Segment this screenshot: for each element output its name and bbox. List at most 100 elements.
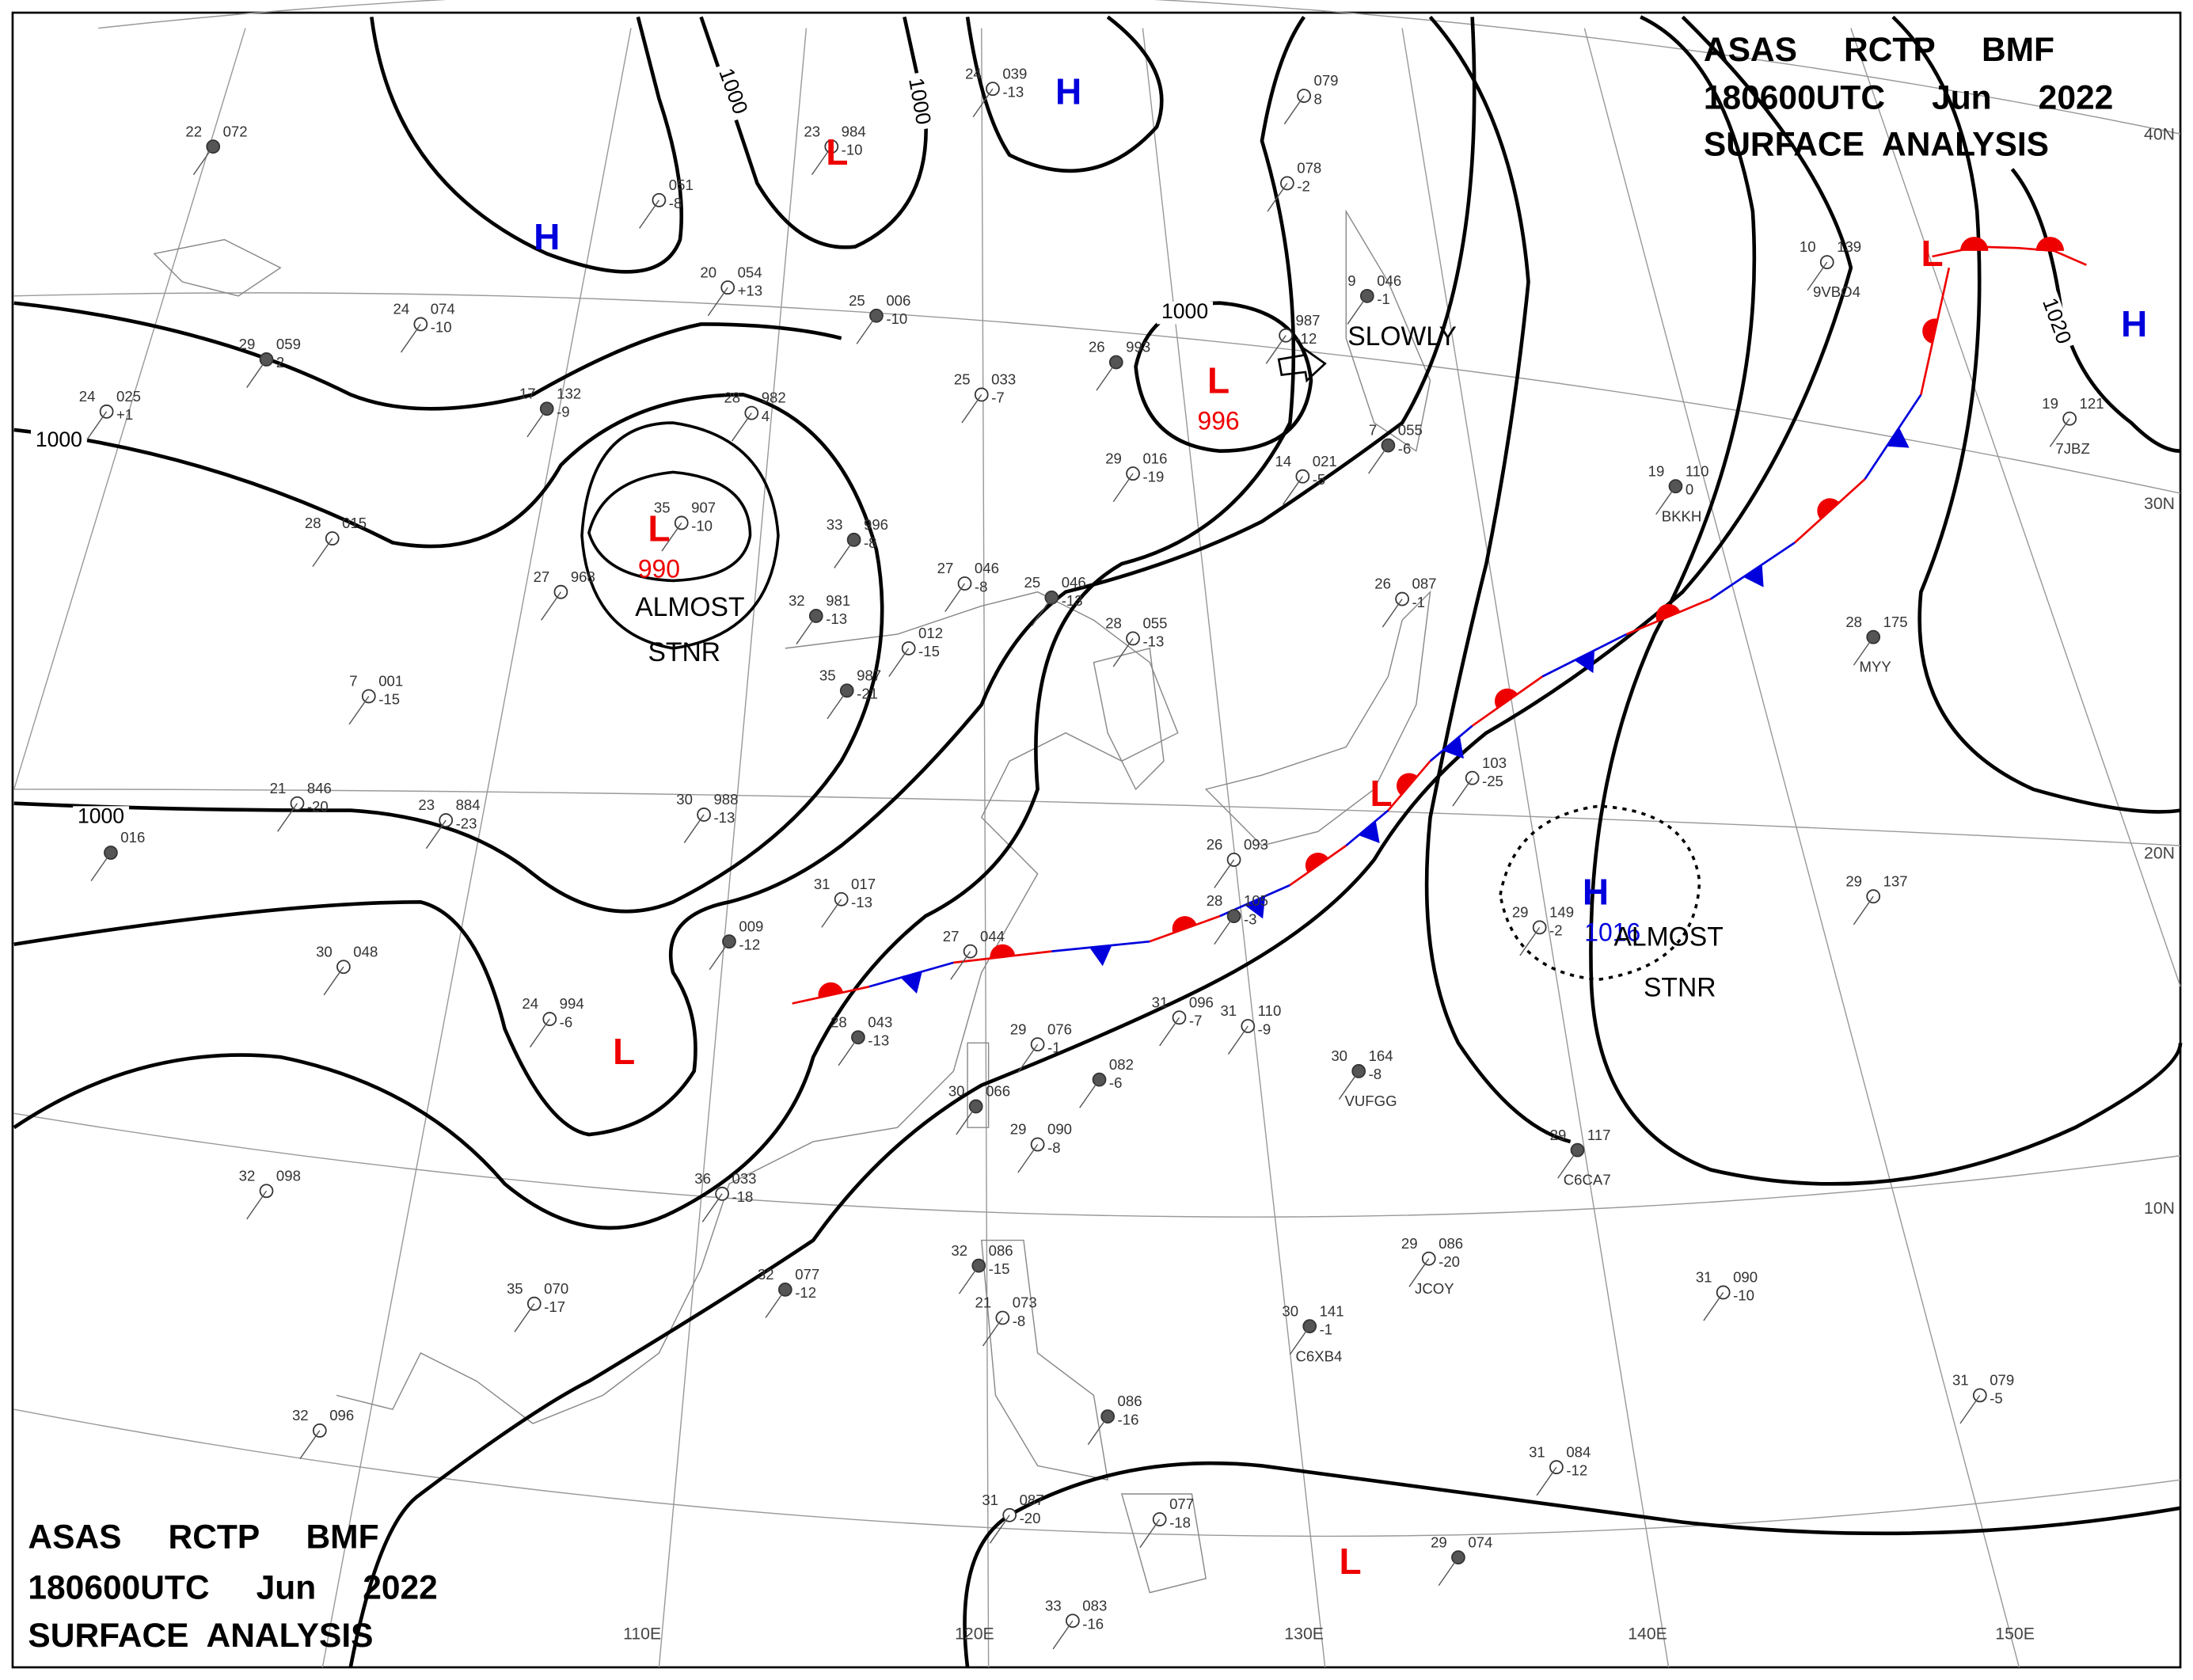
station-tendency: 4 bbox=[762, 408, 770, 424]
station-pressure: 087 bbox=[1412, 576, 1436, 592]
frame bbox=[11, 11, 2182, 1669]
station-pressure: 968 bbox=[571, 568, 595, 585]
isobar-label: 1000 bbox=[78, 804, 124, 828]
station-pressure: 137 bbox=[1883, 872, 1908, 889]
station-tendency: -10 bbox=[1733, 1287, 1754, 1304]
station-pressure: 001 bbox=[378, 673, 403, 690]
station-pressure: 025 bbox=[116, 388, 141, 405]
wind-barb bbox=[1853, 895, 1874, 926]
station-tendency: -20 bbox=[1020, 1510, 1041, 1526]
wind-barb bbox=[856, 315, 877, 344]
station-temperature: 28 bbox=[1207, 892, 1223, 909]
station-temperature: 19 bbox=[1648, 462, 1665, 479]
station-pressure: 015 bbox=[342, 515, 367, 531]
wind-barb bbox=[541, 591, 562, 621]
station-tendency: -7 bbox=[991, 390, 1005, 406]
station-tendency: -13 bbox=[1062, 592, 1083, 609]
station-temperature: 29 bbox=[1010, 1021, 1027, 1037]
wind-barb bbox=[1096, 362, 1117, 391]
wind-barb bbox=[1536, 1466, 1557, 1496]
wind-barb bbox=[86, 411, 108, 440]
wind-barb bbox=[1338, 1070, 1359, 1100]
station-pressure: 046 bbox=[1377, 272, 1401, 289]
station-pressure: 079 bbox=[1990, 1371, 2014, 1388]
station-pressure: 086 bbox=[1118, 1393, 1142, 1409]
station-circle bbox=[259, 1184, 274, 1199]
wind-barb bbox=[299, 1430, 321, 1459]
wind-barb bbox=[1853, 637, 1874, 666]
station-pressure: 884 bbox=[456, 796, 481, 813]
station-tendency: -8 bbox=[1013, 1313, 1026, 1329]
station-tendency: -20 bbox=[307, 798, 329, 815]
station-temperature: 31 bbox=[1220, 1002, 1237, 1019]
station-temperature: 29 bbox=[1512, 903, 1529, 920]
station-pressure: 048 bbox=[353, 943, 378, 960]
station-tendency: -10 bbox=[691, 518, 713, 534]
station-tendency: -25 bbox=[1482, 773, 1503, 789]
pressure-center: L bbox=[1340, 1541, 1362, 1582]
station-pressure: 059 bbox=[276, 336, 301, 352]
wind-barb bbox=[701, 1193, 723, 1222]
wind-barb bbox=[1557, 1150, 1579, 1179]
station-tendency: -12 bbox=[739, 936, 760, 952]
station-temperature: 22 bbox=[185, 123, 202, 139]
station-id: VUFGG bbox=[1344, 1093, 1397, 1109]
warm-front-symbol bbox=[2035, 237, 2065, 251]
wind-barb bbox=[1079, 1079, 1100, 1108]
station-temperature: 31 bbox=[1696, 1269, 1712, 1286]
station-tendency: -2 bbox=[1549, 922, 1563, 939]
station-temperature: 7 bbox=[1369, 422, 1377, 439]
station-tendency: -10 bbox=[431, 319, 452, 336]
wind-barb bbox=[639, 200, 659, 229]
station-temperature: 20 bbox=[700, 264, 716, 280]
station-circle bbox=[697, 808, 711, 822]
station-pressure: 074 bbox=[1468, 1534, 1492, 1550]
pressure-center: L bbox=[648, 507, 670, 549]
pressure-center: L bbox=[613, 1031, 635, 1072]
station-tendency: -10 bbox=[886, 310, 907, 327]
wind-barb bbox=[827, 690, 848, 720]
station-pressure: 044 bbox=[980, 928, 1005, 945]
station-temperature: 27 bbox=[534, 568, 550, 585]
wind-barb bbox=[821, 899, 842, 928]
fronts bbox=[792, 237, 2087, 1005]
wind-barb bbox=[1382, 599, 1403, 628]
station-pressure: 055 bbox=[1142, 615, 1167, 632]
station-temperature: 30 bbox=[316, 943, 333, 960]
station-tendency: -23 bbox=[456, 815, 477, 831]
station-pressure: 096 bbox=[1189, 994, 1214, 1010]
wind-barb bbox=[1265, 335, 1287, 364]
station-tendency: -13 bbox=[1002, 83, 1024, 100]
wind-barb bbox=[811, 146, 832, 176]
station-pressure: 093 bbox=[1244, 836, 1268, 853]
station-circle bbox=[553, 584, 568, 599]
station-pressure: 033 bbox=[732, 1170, 757, 1187]
isobar-label-bg bbox=[2035, 291, 2076, 352]
station-pressure: 066 bbox=[986, 1083, 1010, 1100]
cold-front-symbol bbox=[900, 971, 922, 994]
station-pressure: 110 bbox=[1686, 462, 1709, 479]
station-circle bbox=[325, 531, 340, 545]
wind-barb bbox=[972, 88, 994, 118]
station-temperature: 32 bbox=[239, 1167, 256, 1184]
warm-front-symbol bbox=[1655, 603, 1681, 622]
station-pressure: 984 bbox=[842, 123, 866, 139]
station-temperature: 29 bbox=[1010, 1121, 1027, 1138]
pressure-center: L bbox=[1370, 773, 1392, 814]
station-tendency: -8 bbox=[975, 578, 988, 595]
station-pressure: 009 bbox=[739, 918, 763, 934]
station-temperature: 21 bbox=[270, 780, 287, 796]
station-temperature: 29 bbox=[1550, 1127, 1567, 1143]
warm-front-symbol bbox=[990, 944, 1016, 959]
station-circle bbox=[1280, 176, 1294, 191]
station-temperature: 21 bbox=[975, 1294, 992, 1311]
motion-arrow bbox=[1277, 344, 1327, 383]
wind-barb bbox=[1438, 1556, 1459, 1587]
wind-barb bbox=[1112, 638, 1134, 667]
lon-label: 140E bbox=[1628, 1625, 1667, 1644]
pressure-center: H bbox=[1583, 872, 1609, 913]
station-pressure: 054 bbox=[738, 264, 762, 280]
station-tendency: -21 bbox=[857, 686, 878, 702]
station-temperature: 32 bbox=[292, 1407, 309, 1423]
